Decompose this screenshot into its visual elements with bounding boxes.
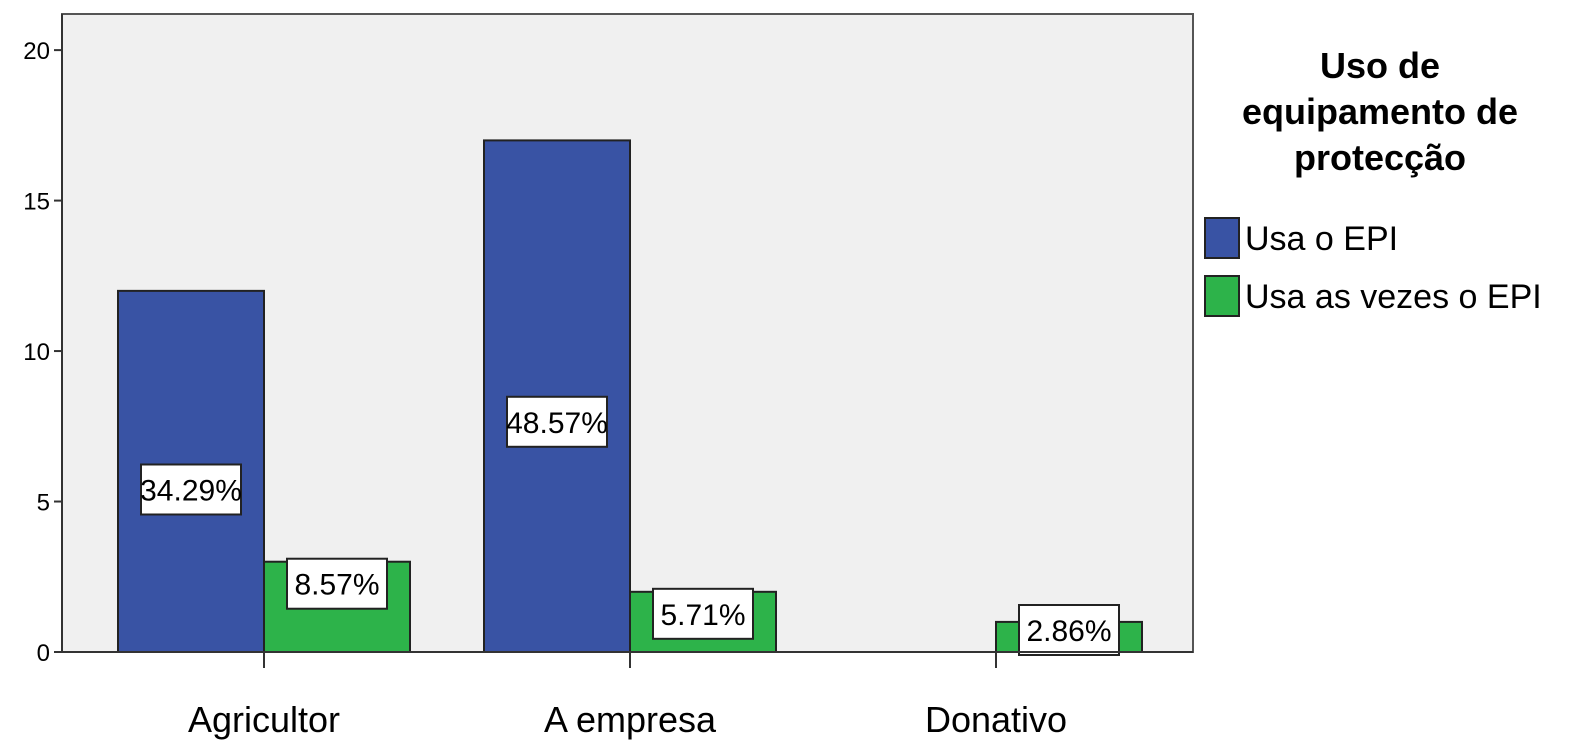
legend-label: Usa o EPI (1245, 220, 1398, 258)
data-label-box (140, 463, 242, 516)
data-label-box (1018, 604, 1120, 656)
y-tick-label: 20 (23, 38, 50, 65)
y-tick-label: 10 (23, 339, 50, 366)
data-label: 2.86% (1018, 604, 1120, 656)
data-label-text: 5.71% (660, 599, 745, 632)
legend-label: Usa as vezes o EPI (1245, 278, 1542, 316)
data-label-box (506, 395, 608, 448)
data-label-box (286, 557, 388, 610)
x-tick-label: A empresa (544, 699, 717, 740)
data-labels: 34.29% 48.57% 8.57% 5.71% 2.86% (140, 395, 1120, 656)
axes: 0 5 10 15 20 Agricultor A empresa Donativo (23, 14, 1193, 740)
x-tick-label: Donativo (925, 699, 1067, 740)
x-tick-label: Agricultor (188, 699, 340, 740)
legend-title-line: equipamento de (1242, 91, 1518, 132)
data-label: 34.29% (140, 463, 242, 516)
legend-swatch (1204, 275, 1240, 317)
data-label: 8.57% (286, 557, 388, 610)
data-label-text: 34.29% (140, 474, 242, 507)
legend-title-line: Uso de (1320, 45, 1440, 86)
legend-swatch (1204, 217, 1240, 259)
data-label-box (652, 587, 754, 640)
y-tick-label: 0 (37, 640, 50, 667)
data-label-text: 2.86% (1026, 615, 1111, 648)
data-label: 48.57% (506, 395, 608, 448)
y-tick-label: 5 (37, 490, 50, 517)
data-label-text: 48.57% (506, 407, 608, 440)
y-tick-label: 15 (23, 189, 50, 216)
data-label: 5.71% (652, 587, 754, 640)
data-label-text: 8.57% (294, 569, 379, 602)
legend-title-line: protecção (1294, 137, 1466, 178)
legend: Uso de equipamento de protecção Usa o EPI Us… (1204, 45, 1542, 317)
